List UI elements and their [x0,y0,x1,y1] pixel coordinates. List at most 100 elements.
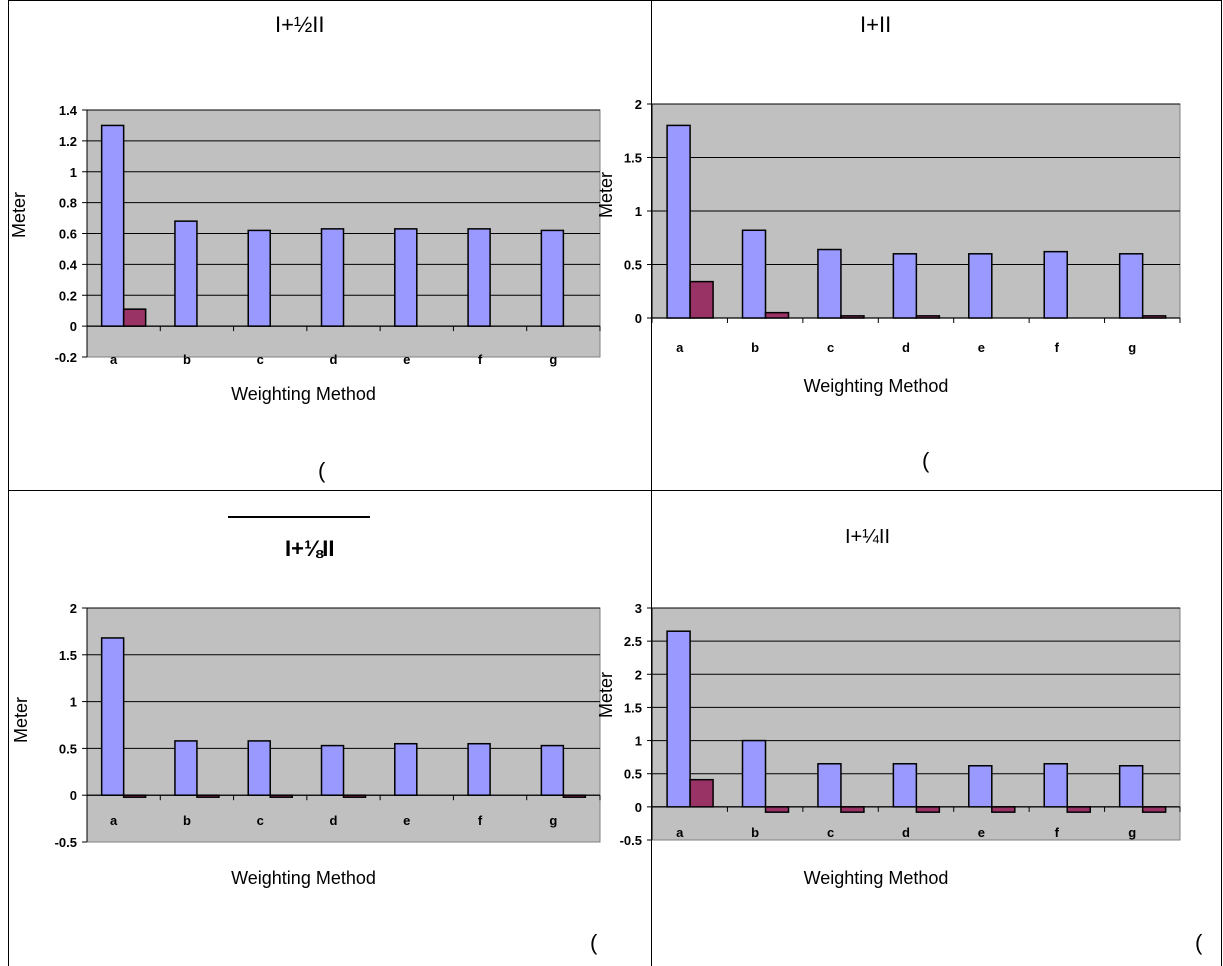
x-category-label: e [403,352,410,367]
table-border-right [1221,0,1222,966]
x-category-label: e [978,825,985,840]
panel-caption-paren: ( [922,448,930,473]
x-category-label: c [257,352,264,367]
bar-series-1-d [320,228,345,327]
panel-title: I+¼II [845,526,891,548]
x-category-label: f [478,352,483,367]
bar-series-1-a [666,630,691,808]
bar-series-1-d [892,253,918,319]
bar-series-2-a [689,778,714,808]
y-tick-label: 2 [70,601,77,616]
y-tick-label: 1.5 [59,648,77,663]
y-tick-label: 1.4 [59,103,78,118]
bar-series-1-g [1118,253,1144,319]
bar-series-1-b [174,220,198,327]
y-tick-label: 0.2 [59,288,77,303]
bar-series-2-a [689,280,714,319]
bar-series-1-b [741,739,767,808]
x-axis-label: Weighting Method [231,384,376,404]
x-category-label: g [1128,825,1136,840]
bar-series-2-f [1066,806,1091,813]
x-category-label: c [257,813,264,828]
y-tick-label: 0.5 [624,258,642,273]
y-tick-label: 1 [70,165,77,180]
y-tick-label: 3 [635,601,642,616]
x-category-label: a [676,825,684,840]
bar-series-1-f [467,228,491,327]
x-category-label: a [676,340,684,355]
bar-series-1-f [467,742,491,796]
y-tick-label: 1.5 [624,151,642,166]
bar-series-1-e [394,228,418,327]
x-category-label: d [330,813,338,828]
bar-series-1-e [968,253,993,319]
bar-series-1-d [892,763,918,808]
title-overline [228,516,370,518]
y-tick-label: 1.5 [624,700,642,715]
x-category-label: b [183,813,191,828]
y-tick-label: 0.6 [59,227,77,242]
bar-series-2-b [196,794,220,798]
bar-series-1-c [247,229,271,327]
bar-series-1-c [817,248,842,319]
y-axis-label: Meter [11,697,31,743]
x-category-label: d [330,352,338,367]
y-tick-label: 0 [635,311,642,326]
y-tick-label: 0.5 [624,767,642,782]
x-category-label: g [549,352,557,367]
x-category-label: f [1055,825,1060,840]
bar-series-1-c [817,763,842,808]
y-tick-label: 2 [635,667,642,682]
x-category-label: g [549,813,557,828]
panel-title: I+II [860,12,892,37]
bar-series-2-b [764,311,790,319]
bar-series-1-g [540,744,565,796]
x-axis-label: Weighting Method [804,376,949,396]
bar-series-2-c [269,794,293,798]
panel-caption-paren: ( [318,458,326,483]
x-category-label: d [902,825,910,840]
x-category-label: c [827,825,834,840]
bar-series-2-e [991,806,1016,813]
y-tick-label: 2 [635,97,642,112]
x-category-label: a [110,352,118,367]
bar-series-2-b [764,806,790,813]
panel-title: I+½II [275,12,325,37]
plot-area [86,607,601,843]
bar-series-2-d [915,806,941,813]
bar-series-1-e [394,742,418,796]
bar-series-2-d [342,794,367,798]
x-axis-label: Weighting Method [804,868,949,888]
y-axis-label: Meter [596,172,616,218]
y-tick-label: -0.5 [620,833,642,848]
bar-series-1-f [1043,763,1068,808]
x-category-label: e [403,813,410,828]
y-tick-label: -0.5 [55,835,77,850]
table-border-left [8,0,9,966]
x-category-label: f [478,813,483,828]
bar-series-2-g [562,794,587,798]
panel-title: I+⅛II [285,536,335,561]
x-category-label: e [978,340,985,355]
y-tick-label: -0.2 [55,350,77,365]
y-tick-label: 0.5 [59,741,77,756]
y-tick-label: 0 [70,788,77,803]
panel-caption-paren: ( [1195,930,1203,955]
bar-series-1-a [666,124,691,319]
bar-series-1-e [968,765,993,808]
table-border-top [8,0,1222,1]
panel-caption-paren: ( [590,930,598,955]
bar-series-1-g [540,229,565,327]
table-border-middle [651,0,652,966]
bar-series-1-b [741,229,767,319]
x-category-label: g [1128,340,1136,355]
x-axis-label: Weighting Method [231,868,376,888]
bar-series-2-d [915,315,941,319]
bar-series-1-b [174,740,198,796]
bar-series-1-c [247,740,271,796]
x-category-label: b [183,352,191,367]
y-tick-label: 1 [635,204,642,219]
y-tick-label: 0.4 [59,257,78,272]
